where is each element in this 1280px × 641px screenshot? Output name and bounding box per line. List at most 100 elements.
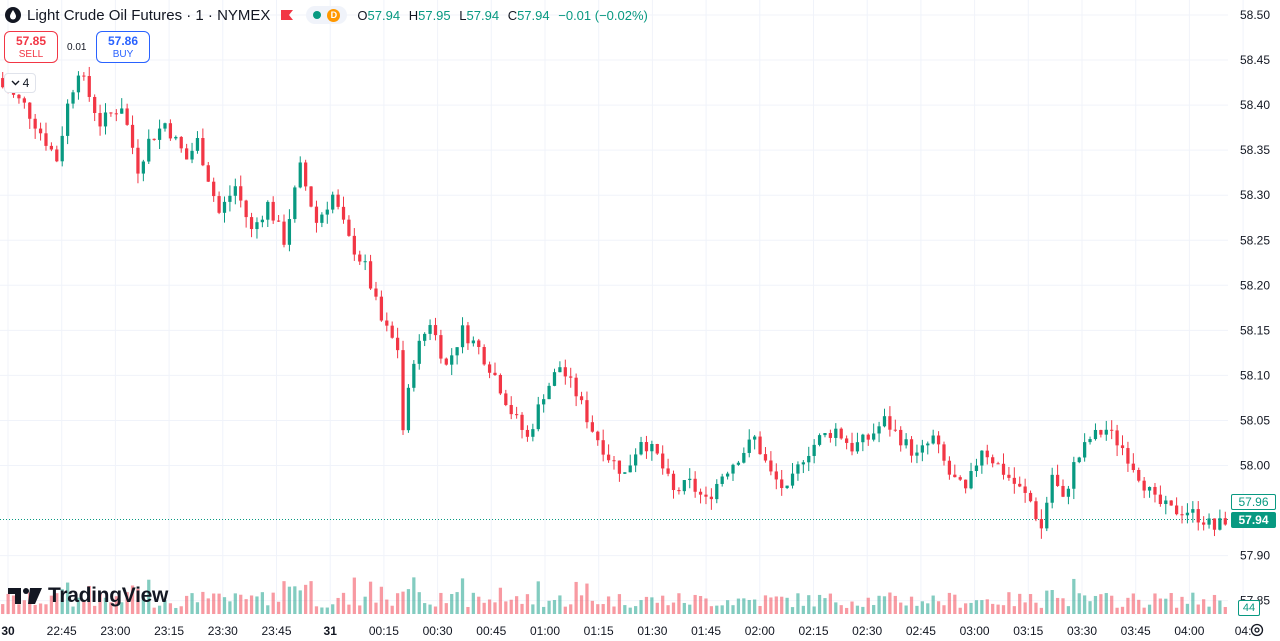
- ohlc-key: L: [459, 7, 467, 23]
- candle-body: [239, 186, 243, 201]
- volume-bar: [233, 593, 237, 614]
- candle-body: [817, 435, 822, 445]
- volume-bar: [331, 604, 335, 614]
- volume-bar: [6, 593, 10, 614]
- volume-bar: [87, 585, 91, 614]
- volume-bar: [1077, 593, 1081, 614]
- x-tick-label: 00:45: [476, 624, 506, 638]
- volume-bar: [282, 581, 286, 614]
- candle-body: [525, 429, 530, 437]
- volume-bar: [260, 592, 264, 614]
- candle-body: [498, 374, 503, 394]
- candle-body: [882, 416, 887, 427]
- candle-body: [915, 452, 919, 456]
- time-axis: 30 22:45 23:00 23:15 23:30 23:45 31 00:15 00:30 0…: [1, 624, 1251, 638]
- volume-bar: [455, 592, 459, 614]
- bid-price-label: 57.96: [1231, 494, 1276, 510]
- candle-body: [368, 261, 373, 289]
- ohlc-value: 57.95: [418, 7, 451, 23]
- volume-bar: [617, 594, 622, 614]
- volume-bar: [401, 591, 405, 614]
- volume-bar: [1018, 593, 1022, 614]
- ohlc-key: O: [357, 7, 368, 23]
- candle-body: [909, 439, 914, 456]
- candle-body: [212, 181, 216, 197]
- market-open-icon: [313, 11, 322, 19]
- volume-bar: [1223, 606, 1227, 614]
- sell-price: 57.85: [15, 34, 47, 48]
- volume-bar: [244, 599, 248, 614]
- buy-button[interactable]: 57.86 BUY: [96, 31, 150, 63]
- ohlc-key: C: [507, 7, 518, 23]
- candle-body: [195, 138, 200, 151]
- candle-body: [790, 473, 795, 486]
- volume-bar: [644, 596, 649, 614]
- market-status-pill[interactable]: D: [306, 6, 348, 24]
- y-tick-label: 58.45: [1240, 53, 1270, 67]
- x-tick-label: 01:30: [637, 624, 667, 638]
- volume-bar: [790, 607, 795, 614]
- volume-bar: [136, 588, 140, 614]
- candle-body: [639, 442, 643, 455]
- candle-body: [682, 480, 686, 492]
- candle-body: [1050, 474, 1054, 503]
- volume-bar: [612, 606, 616, 614]
- gear-icon[interactable]: [1249, 622, 1265, 638]
- volume-bar: [460, 578, 465, 614]
- volume-bar: [1153, 593, 1157, 614]
- sell-button[interactable]: 57.85 SELL: [4, 31, 58, 63]
- candle-body: [1055, 474, 1060, 486]
- candle-body: [926, 443, 930, 446]
- volume-bar: [671, 602, 676, 614]
- candle-body: [325, 209, 329, 215]
- candle-body: [753, 436, 757, 440]
- candle-body: [260, 219, 264, 223]
- x-tick-label: 23:45: [261, 624, 291, 638]
- x-tick-label: 04:00: [1174, 624, 1204, 638]
- volume-bar: [1110, 595, 1114, 614]
- candle-body: [747, 439, 751, 453]
- tradingview-logo[interactable]: TradingView: [8, 584, 168, 608]
- candle-body: [309, 186, 313, 207]
- candle-body: [574, 377, 578, 397]
- volume-bar: [542, 606, 546, 614]
- candle-body: [336, 194, 340, 207]
- candle-body: [444, 358, 448, 365]
- indicators-toggle[interactable]: 4: [4, 73, 36, 93]
- volume-bar: [693, 594, 697, 614]
- volume-bar: [358, 605, 362, 614]
- candle-body: [87, 76, 91, 97]
- volume-bar: [201, 591, 205, 614]
- volume-bar: [406, 589, 411, 614]
- volume-bar: [763, 595, 768, 614]
- candle-body: [715, 483, 719, 500]
- x-tick-label: 22:45: [47, 624, 77, 638]
- candle-body: [996, 463, 1000, 465]
- volume-bar: [493, 602, 497, 614]
- flag-icon[interactable]: [280, 9, 294, 21]
- candle-body: [222, 201, 227, 213]
- volume-bar: [931, 595, 935, 614]
- candle-body: [644, 442, 649, 452]
- candle-body: [1218, 518, 1222, 530]
- chart-grid: [0, 0, 1244, 615]
- volume-bar: [688, 604, 692, 614]
- sell-label: SELL: [18, 49, 44, 60]
- price-change: −0.01 (−0.02%): [558, 7, 648, 23]
- volume-bar: [834, 602, 838, 614]
- volume-bar: [731, 605, 735, 614]
- volume-bar: [980, 600, 984, 614]
- symbol-title[interactable]: Light Crude Oil Futures · 1 · NYMEX: [27, 6, 271, 24]
- x-tick-label: 02:30: [852, 624, 882, 638]
- candle-body: [542, 399, 546, 405]
- candle-body: [168, 123, 173, 139]
- candle-body: [201, 138, 205, 166]
- candle-body: [417, 340, 421, 364]
- volume-bar: [428, 604, 432, 614]
- volume-bar: [1012, 606, 1016, 614]
- volume-bar: [947, 592, 952, 614]
- volume-bar: [1120, 606, 1125, 614]
- volume-bar: [601, 604, 605, 614]
- candle-body: [130, 124, 135, 148]
